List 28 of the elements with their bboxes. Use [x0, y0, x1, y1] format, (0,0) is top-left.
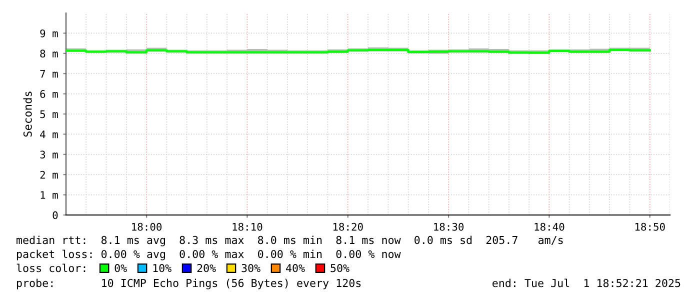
y-tick-label: 2 m [40, 170, 58, 179]
text: median rtt: 8.1 ms avg 8.3 ms max 8.0 ms min 8.1 ms now 0.0 ms sd 205.7 am/s [16, 236, 563, 246]
legend-label: 0% [114, 264, 127, 272]
y-tick-label: 7 m [40, 70, 58, 78]
y-tick-label: 5 m [40, 110, 58, 118]
y-tick-label: 0 [52, 211, 58, 220]
x-tick-label: 18:20 [333, 222, 363, 231]
y-tick-label: 1 m [40, 191, 58, 199]
y-axis-title: Seconds [23, 92, 32, 137]
x-tick-label: 18:40 [534, 222, 564, 231]
legend-label: 50% [330, 264, 350, 272]
x-tick-label: 18:50 [635, 222, 665, 231]
y-tick-label: 9 m [40, 29, 58, 38]
y-tick-label: 6 m [40, 90, 58, 98]
text: end: Tue Jul 1 18:52:21 2025 [492, 278, 680, 288]
legend-label: 30% [242, 264, 260, 272]
text: loss color: [16, 264, 86, 272]
y-tick-label: 4 m [40, 130, 58, 138]
legend-label: 40% [286, 264, 305, 272]
y-tick-label: 8 m [40, 50, 58, 58]
legend-label: 10% [153, 264, 172, 272]
x-tick-label: 18:10 [232, 222, 262, 231]
y-tick-label: 3 m [40, 150, 58, 159]
text: probe: 10 ICMP Echo Pings (56 Bytes) every 120s [17, 278, 361, 290]
x-tick-label: 18:00 [132, 222, 162, 231]
x-tick-label: 18:30 [434, 222, 464, 231]
text: packet loss: 0.00 % avg 0.00 % max 0.00 % min 0.00 % now [17, 250, 401, 260]
legend-label: 20% [197, 264, 216, 272]
